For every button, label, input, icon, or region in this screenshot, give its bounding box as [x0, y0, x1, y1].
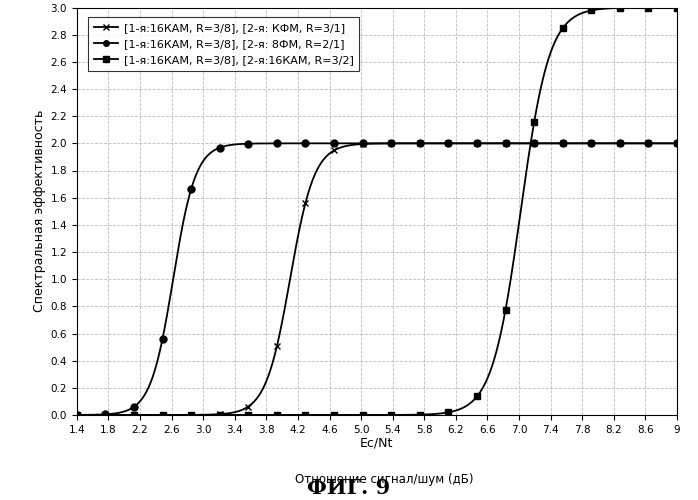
Text: ФИГ. 9: ФИГ. 9: [307, 478, 391, 498]
Y-axis label: Спектральная эффективность: Спектральная эффективность: [34, 110, 46, 312]
Legend: [1-я:16КАМ, R=3/8], [2-я: КФМ, R=3/1], [1-я:16КАМ, R=3/8], [2-я: 8ФМ, R=2/1], [1: [1-я:16КАМ, R=3/8], [2-я: КФМ, R=3/1], […: [89, 17, 359, 70]
Text: Отношение сигнал/шум (дБ): Отношение сигнал/шум (дБ): [295, 472, 473, 486]
X-axis label: Ec/Nt: Ec/Nt: [360, 436, 394, 449]
